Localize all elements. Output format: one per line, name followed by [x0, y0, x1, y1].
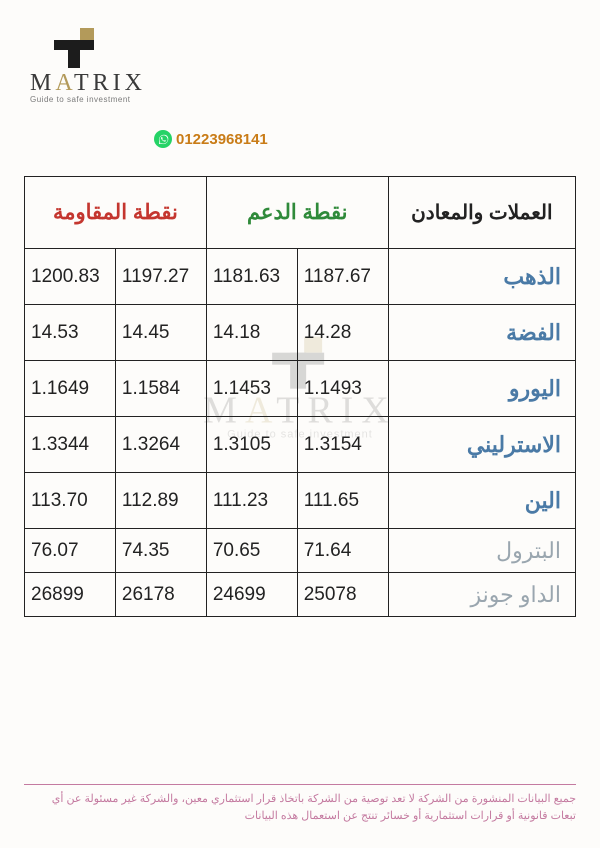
- cell-instrument: الداو جونز: [388, 573, 575, 617]
- cell-r2: 76.07: [25, 529, 116, 573]
- logo-letter: M: [30, 70, 55, 96]
- cell-s1: 25078: [297, 573, 388, 617]
- cell-s2: 70.65: [206, 529, 297, 573]
- cell-r1: 1197.27: [115, 249, 206, 305]
- logo-letters-rest: TRIX: [74, 70, 146, 96]
- logo-icon: [54, 28, 98, 68]
- logo-block: MATRIX Guide to safe investment: [30, 28, 576, 104]
- cell-instrument: الين: [388, 473, 575, 529]
- cell-s2: 1.1453: [206, 361, 297, 417]
- cell-instrument: اليورو: [388, 361, 575, 417]
- cell-r2: 1200.83: [25, 249, 116, 305]
- cell-s1: 14.28: [297, 305, 388, 361]
- cell-r1: 14.45: [115, 305, 206, 361]
- cell-r1: 26178: [115, 573, 206, 617]
- page: MATRIX Guide to safe investment 01223968…: [0, 0, 600, 848]
- cell-r2: 1.1649: [25, 361, 116, 417]
- cell-s1: 111.65: [297, 473, 388, 529]
- logo-text: MATRIX: [30, 70, 576, 97]
- header-instrument: العملات والمعادن: [388, 177, 575, 249]
- table-row: 26899261782469925078الداو جونز: [25, 573, 576, 617]
- cell-r1: 74.35: [115, 529, 206, 573]
- whatsapp-icon: [154, 130, 172, 148]
- cell-s2: 24699: [206, 573, 297, 617]
- logo-tagline: Guide to safe investment: [30, 95, 576, 104]
- table-row: 14.5314.4514.1814.28الفضة: [25, 305, 576, 361]
- table-row: 76.0774.3570.6571.64البترول: [25, 529, 576, 573]
- cell-s2: 1.3105: [206, 417, 297, 473]
- cell-instrument: البترول: [388, 529, 575, 573]
- table-row: 1200.831197.271181.631187.67الذهب: [25, 249, 576, 305]
- cell-s1: 1187.67: [297, 249, 388, 305]
- cell-r2: 26899: [25, 573, 116, 617]
- table-row: 1.16491.15841.14531.1493اليورو: [25, 361, 576, 417]
- table-container: MATRIX Guide to safe investment نقطة الم…: [24, 176, 576, 617]
- cell-s2: 1181.63: [206, 249, 297, 305]
- disclaimer-text: جميع البيانات المنشورة من الشركة لا تعد …: [24, 784, 576, 826]
- cell-s1: 71.64: [297, 529, 388, 573]
- cell-r2: 113.70: [25, 473, 116, 529]
- table-header-row: نقطة المقاومة نقطة الدعم العملات والمعاد…: [25, 177, 576, 249]
- cell-r2: 1.3344: [25, 417, 116, 473]
- cell-s1: 1.1493: [297, 361, 388, 417]
- table-row: 1.33441.32641.31051.3154الاسترليني: [25, 417, 576, 473]
- cell-instrument: الفضة: [388, 305, 575, 361]
- logo-letter-accent: A: [55, 70, 74, 96]
- cell-s2: 14.18: [206, 305, 297, 361]
- cell-s2: 111.23: [206, 473, 297, 529]
- cell-r2: 14.53: [25, 305, 116, 361]
- cell-r1: 1.3264: [115, 417, 206, 473]
- rates-table: نقطة المقاومة نقطة الدعم العملات والمعاد…: [24, 176, 576, 617]
- header-support: نقطة الدعم: [206, 177, 388, 249]
- header-resistance: نقطة المقاومة: [25, 177, 207, 249]
- cell-s1: 1.3154: [297, 417, 388, 473]
- table-row: 113.70112.89111.23111.65الين: [25, 473, 576, 529]
- phone-number: 01223968141: [176, 131, 268, 148]
- cell-r1: 1.1584: [115, 361, 206, 417]
- contact-block: 01223968141: [154, 130, 576, 148]
- cell-r1: 112.89: [115, 473, 206, 529]
- cell-instrument: الاسترليني: [388, 417, 575, 473]
- cell-instrument: الذهب: [388, 249, 575, 305]
